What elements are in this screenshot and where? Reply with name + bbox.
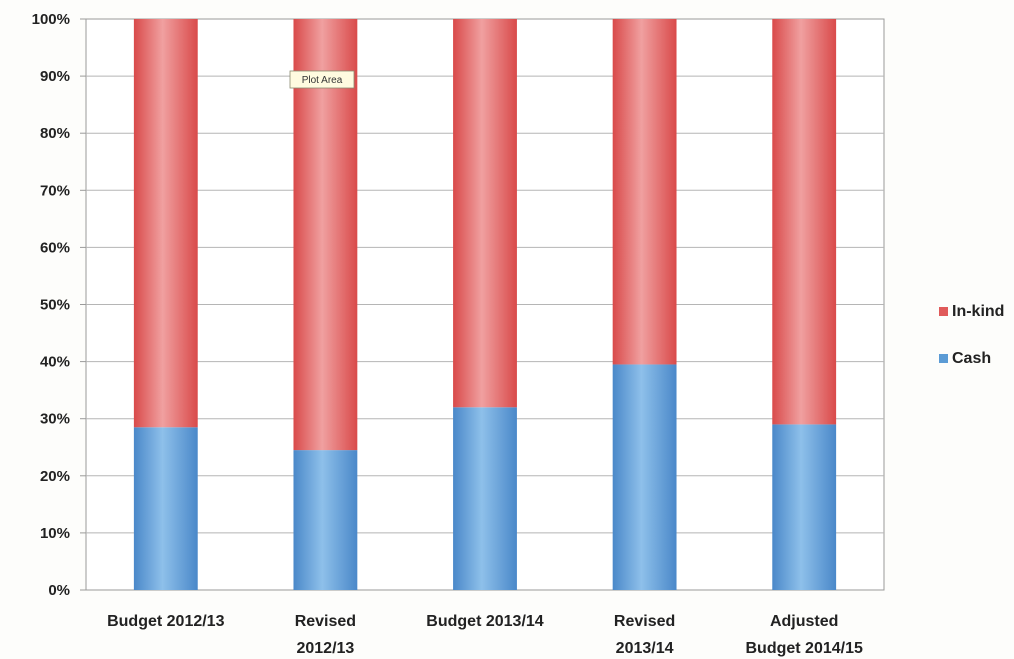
bar-in-kind bbox=[293, 19, 358, 451]
y-tick-label: 10% bbox=[40, 525, 70, 542]
legend-label: In-kind bbox=[952, 303, 1004, 320]
x-category-label: 2013/14 bbox=[616, 640, 674, 657]
y-tick-label: 40% bbox=[40, 354, 70, 371]
y-tick-label: 60% bbox=[40, 239, 70, 256]
y-tick-label: 30% bbox=[40, 411, 70, 428]
legend-swatch bbox=[939, 307, 948, 316]
bars bbox=[133, 19, 837, 590]
bar-cash bbox=[453, 407, 517, 590]
y-tick-label: 80% bbox=[40, 125, 70, 142]
tooltip: Plot Area bbox=[289, 70, 355, 89]
bar-in-kind bbox=[772, 19, 837, 425]
bar-cash bbox=[612, 364, 677, 590]
tooltip-box bbox=[289, 70, 355, 89]
y-tick-label: 20% bbox=[40, 468, 70, 485]
bar-in-kind bbox=[612, 19, 677, 365]
y-tick-label: 70% bbox=[40, 182, 70, 199]
x-axis-categories: Budget 2012/13 Revised 2012/13 Budget 2013/… bbox=[107, 613, 863, 657]
y-tick-label: 50% bbox=[40, 297, 70, 314]
legend-swatch bbox=[939, 354, 948, 363]
x-category-label: Revised bbox=[295, 613, 356, 630]
x-category-label: Revised bbox=[614, 613, 675, 630]
x-category-label: 2012/13 bbox=[296, 640, 354, 657]
y-tick-label: 100% bbox=[32, 11, 70, 28]
x-category-label: Adjusted bbox=[770, 613, 838, 630]
y-axis-ticks: 0% 10% 20% 30% 40% 50% 60% 70% 80% 90% 100% bbox=[32, 11, 70, 599]
legend: In-kind Cash bbox=[939, 303, 1004, 367]
y-tick-label: 0% bbox=[48, 582, 70, 599]
bar-cash bbox=[133, 427, 198, 590]
x-category-label: Budget 2014/15 bbox=[746, 640, 863, 657]
bar-in-kind bbox=[453, 19, 517, 408]
bar-cash bbox=[293, 450, 358, 590]
legend-label: Cash bbox=[952, 350, 991, 367]
tooltip-label: Plot Area bbox=[302, 75, 343, 86]
bar-in-kind bbox=[133, 19, 198, 428]
x-category-label: Budget 2012/13 bbox=[107, 613, 224, 630]
x-category-label: Budget 2013/14 bbox=[426, 613, 543, 630]
y-tick-label: 90% bbox=[40, 68, 70, 85]
bar-cash bbox=[772, 424, 837, 590]
